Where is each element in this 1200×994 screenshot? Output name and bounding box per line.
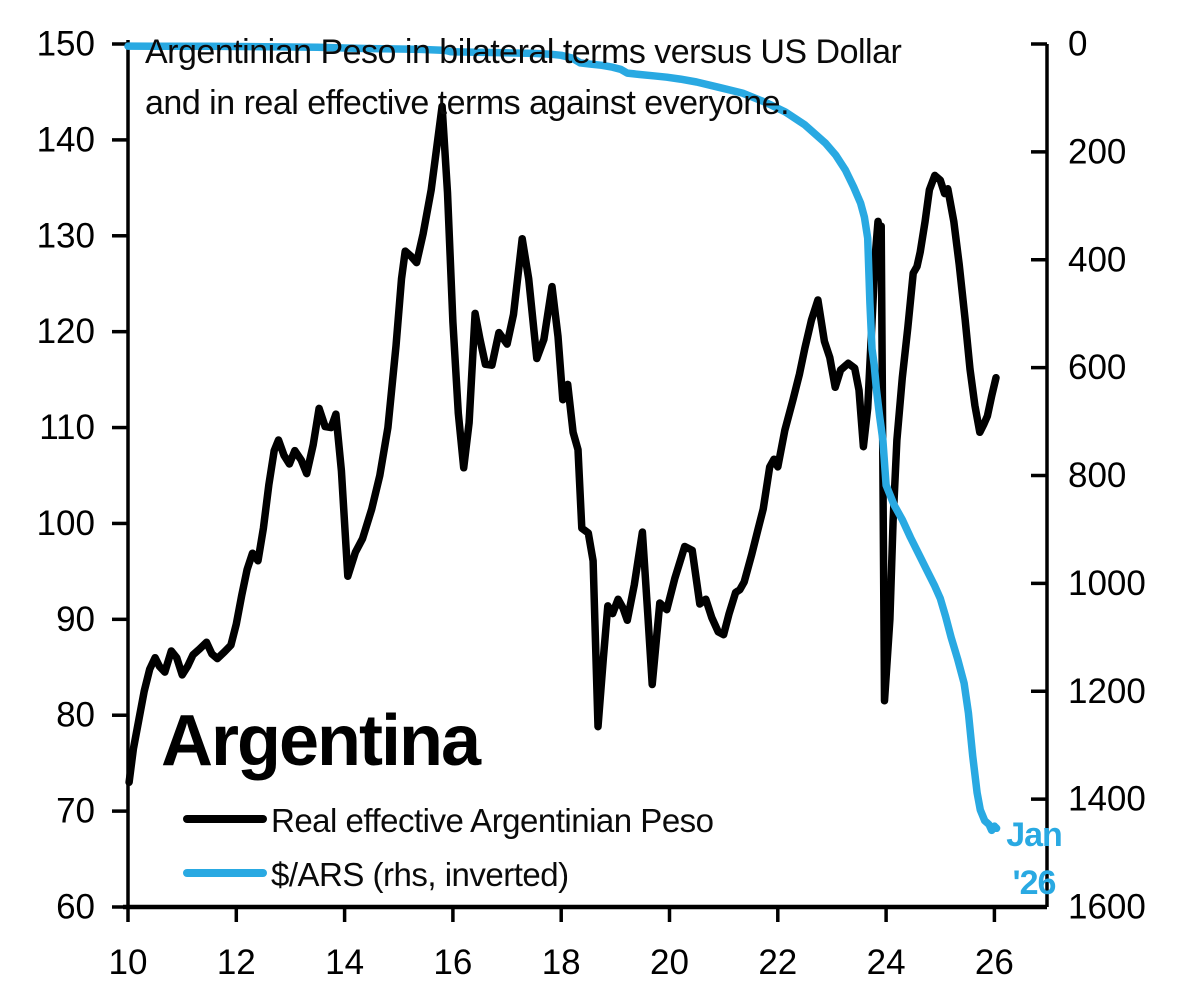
left-axis-tick-label: 150 [37, 24, 95, 63]
left-axis-tick-label: 110 [39, 408, 95, 447]
reer-line [125, 102, 1000, 787]
legend-label-reer: Real effective Argentinian Peso [271, 802, 714, 839]
country-label: Argentina [161, 701, 481, 781]
right-axis-tick-label: 600 [1068, 348, 1126, 387]
x-axis-tick-label: 12 [217, 943, 256, 982]
chart-title: Argentinian Peso in bilateral terms vers… [145, 27, 902, 129]
x-axis-tick-label: 14 [325, 943, 364, 982]
legend-swatch-ars-line [183, 869, 267, 877]
right-axis-tick-label: 1000 [1068, 564, 1146, 603]
right-axis-tick-label: 0 [1068, 25, 1087, 64]
left-axis-tick-label: 140 [37, 120, 95, 159]
right-axis-tick-label: 200 [1068, 132, 1126, 171]
chart-title-line2: and in real effective terms against ever… [145, 84, 790, 122]
x-axis-tick-label: 26 [975, 943, 1014, 982]
right-axis-tick-label: 1200 [1068, 672, 1146, 711]
ars-line [124, 42, 1001, 835]
left-axis-tick-label: 60 [56, 888, 95, 927]
series-end-annotation: Jan '26 [1000, 811, 1068, 907]
x-axis-tick-label: 18 [542, 943, 581, 982]
left-axis-tick-label: 90 [56, 600, 95, 639]
right-axis-tick-label: 1400 [1068, 780, 1146, 819]
left-axis-tick-label: 120 [37, 312, 95, 351]
x-axis-tick-label: 10 [109, 943, 148, 982]
left-axis-tick-label: 130 [37, 216, 95, 255]
series-end-annotation-line2: '26 [1012, 864, 1057, 902]
series-end-annotation-line1: Jan [1006, 816, 1063, 854]
x-axis-tick-label: 24 [867, 943, 906, 982]
legend-swatch-reer-line [183, 815, 267, 823]
x-axis-tick-label: 16 [433, 943, 472, 982]
right-axis-tick-label: 1600 [1068, 888, 1146, 927]
legend-label-ars: $/ARS (rhs, inverted) [271, 856, 569, 893]
x-axis-tick-label: 20 [650, 943, 689, 982]
left-axis-tick-label: 70 [56, 792, 95, 831]
left-axis-tick-label: 80 [56, 696, 95, 735]
left-axis-tick-label: 100 [37, 504, 95, 543]
chart-title-line1: Argentinian Peso in bilateral terms vers… [145, 33, 902, 71]
right-axis-tick-label: 800 [1068, 456, 1126, 495]
right-axis-tick-label: 400 [1068, 240, 1126, 279]
x-axis-tick-label: 22 [758, 943, 797, 982]
